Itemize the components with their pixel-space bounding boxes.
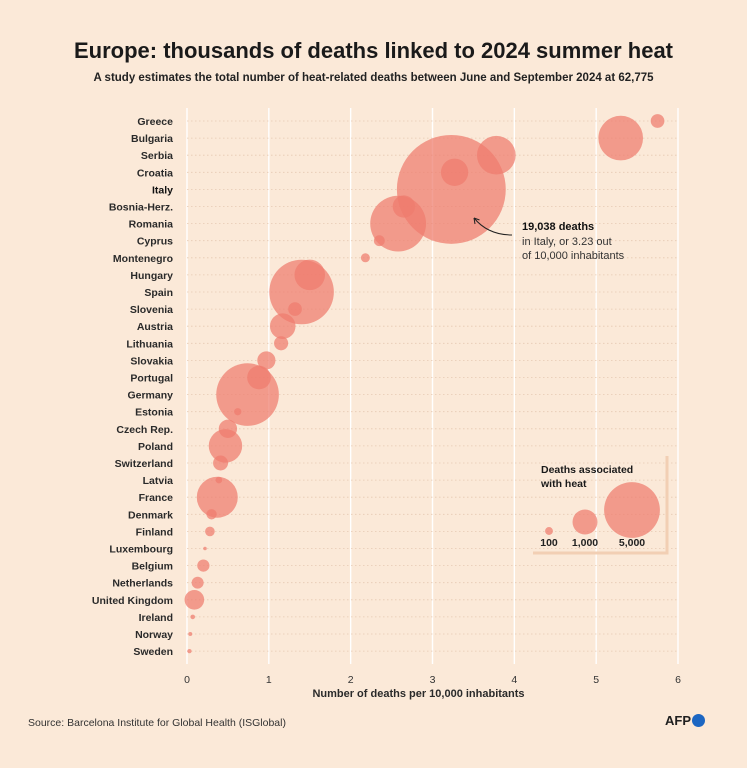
bubble-point (247, 365, 271, 390)
country-label: Germany (127, 390, 173, 402)
bubble-point (205, 526, 215, 537)
legend: Deaths associated with heat 100 1,000 5,000 (533, 456, 669, 555)
bubble-point (274, 336, 289, 351)
bubble-point (598, 115, 644, 161)
country-label: Serbia (141, 150, 173, 162)
bubble-point (392, 195, 416, 218)
country-label: Lithuania (126, 338, 173, 350)
bubble-point (208, 429, 243, 463)
annotation-arrow (473, 217, 513, 236)
country-label: France (139, 492, 174, 504)
bubble-point (373, 235, 385, 247)
bubble-point (190, 614, 196, 620)
bubble-point (218, 419, 238, 438)
country-label: Cyprus (137, 236, 173, 248)
legend-title: Deaths associated (541, 464, 633, 476)
bubble-point (360, 253, 370, 263)
country-label: Slovenia (130, 304, 173, 316)
bubble-point (294, 259, 326, 291)
country-label: Sweden (133, 646, 173, 658)
country-label: Poland (138, 441, 173, 453)
bubble-point (269, 313, 296, 339)
legend-frame (533, 456, 669, 555)
annotation-title: 19,038 deaths (522, 221, 594, 233)
bubble-point (234, 408, 242, 416)
x-tick-label: 6 (675, 674, 681, 686)
x-tick-label: 1 (266, 674, 272, 686)
bubble-point (288, 302, 302, 316)
country-label: Portugal (130, 373, 173, 385)
country-label: Luxembourg (109, 544, 173, 556)
bubble-point (203, 546, 207, 551)
bubble-point (184, 589, 205, 610)
country-label: Bosnia-Herz. (109, 202, 173, 214)
country-label: Finland (136, 526, 173, 538)
bubble-point (440, 158, 469, 186)
x-axis-label: Number of deaths per 10,000 inhabitants (312, 688, 524, 700)
country-label: Netherlands (112, 578, 173, 590)
country-label: Switzerland (115, 458, 173, 470)
country-label: Denmark (128, 509, 173, 521)
country-label: Bulgaria (131, 133, 173, 145)
annotation-text: in Italy, or 3.23 out (522, 236, 612, 248)
chart-title: Europe: thousands of deaths linked to 20… (73, 38, 674, 63)
bubble-point (188, 632, 193, 636)
bubble-point (650, 114, 665, 128)
country-label: Austria (137, 321, 173, 333)
country-label: Italy (152, 184, 173, 196)
annotation-arrowhead (473, 217, 480, 225)
country-label: Spain (144, 287, 173, 299)
legend-bubble (572, 509, 598, 535)
country-label: Latvia (143, 475, 174, 487)
bubble-point (191, 576, 204, 589)
afp-logo: AFP (665, 713, 705, 728)
x-tick-label: 3 (430, 674, 436, 686)
country-label: Estonia (135, 407, 173, 419)
x-tick-label: 2 (348, 674, 354, 686)
x-tick-label: 4 (511, 674, 517, 686)
bubble-point (213, 455, 229, 471)
annotation-text: of 10,000 inhabitants (522, 250, 625, 262)
country-label: Czech Rep. (116, 424, 173, 436)
legend-bubble (545, 527, 553, 535)
chart-subtitle: A study estimates the total number of he… (93, 72, 654, 84)
country-label: Belgium (132, 561, 173, 573)
country-label: Romania (129, 219, 174, 231)
country-label: Montenegro (113, 253, 173, 265)
country-label: Greece (137, 116, 173, 128)
bubble-point (477, 135, 516, 175)
bubble-point (215, 476, 223, 484)
legend-title: with heat (540, 478, 587, 490)
bubble-point (197, 559, 210, 572)
country-label: Norway (135, 629, 173, 641)
country-label: Croatia (137, 167, 173, 179)
country-label: Slovakia (130, 355, 173, 367)
afp-logo-dot-icon (692, 714, 705, 727)
x-tick-label: 0 (184, 674, 190, 686)
bubble-point (196, 476, 238, 518)
bubble-point (187, 648, 192, 654)
country-label: Ireland (139, 612, 173, 624)
bubble-point (257, 351, 276, 370)
legend-label: 100 (540, 537, 558, 549)
country-label: United Kingdom (92, 595, 173, 607)
source-note: Source: Barcelona Institute for Global H… (28, 717, 286, 729)
x-tick-label: 5 (593, 674, 599, 686)
afp-logo-text: AFP (665, 713, 691, 728)
legend-label: 5,000 (619, 537, 645, 549)
bubble-point (206, 509, 217, 520)
country-label: Hungary (130, 270, 173, 282)
legend-bubble (604, 482, 660, 538)
legend-label: 1,000 (572, 537, 598, 549)
